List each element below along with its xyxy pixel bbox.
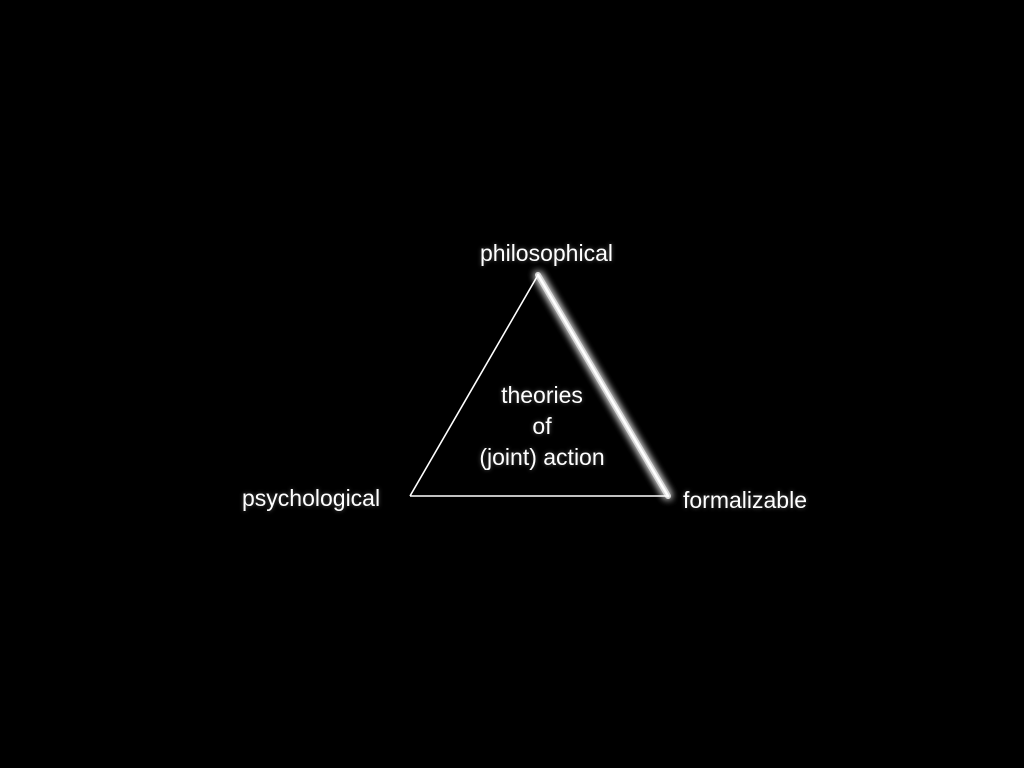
vertex-label-formalizable: formalizable: [683, 487, 807, 513]
vertex-label-philosophical: philosophical: [480, 240, 613, 266]
center-label-line-3: (joint) action: [479, 444, 605, 470]
vertex-label-psychological: psychological: [242, 485, 381, 511]
center-label-line-1: theories: [501, 382, 583, 408]
center-label: theories of (joint) action: [462, 380, 622, 473]
edge-philosophical-psychological: [409, 274, 539, 497]
center-label-line-2: of: [532, 413, 552, 439]
edge-philosophical-formalizable: [536, 273, 670, 498]
